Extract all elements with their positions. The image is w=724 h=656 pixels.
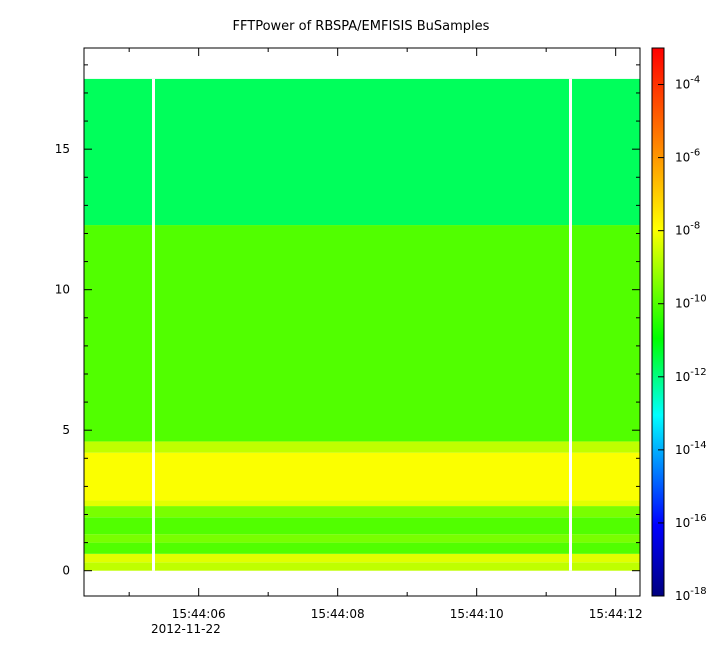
spectrogram-band	[84, 534, 640, 543]
x-axis-date-label: 2012-11-22	[151, 622, 221, 636]
colorbar-tick-label: 10-12	[675, 367, 707, 384]
chart-title: FFTPower of RBSPA/EMFISIS BuSamples	[233, 19, 490, 34]
data-gap-line	[569, 78, 572, 571]
spectrogram-band	[84, 553, 640, 563]
colorbar-axis: 10-4 10-6 10-8 10-10 10-12 10-14 10-16 10-18	[658, 75, 707, 603]
colorbar-tick-label: 10-18	[675, 586, 707, 603]
data-gaps	[152, 78, 572, 571]
y-tick-label: 5	[62, 423, 70, 437]
colorbar-tick-label: 10-10	[675, 294, 707, 311]
x-tick-label: 15:44:10	[450, 607, 504, 621]
plot-frame	[83, 47, 641, 597]
spectrogram-band	[84, 500, 640, 507]
x-tick-label: 15:44:06	[172, 607, 226, 621]
colorbar-tick-label: 10-8	[675, 221, 700, 238]
spectrogram-band	[84, 542, 640, 554]
y-axis: 0 5 10 15	[55, 64, 640, 578]
spectrogram-band	[84, 506, 640, 518]
colorbar-tick-label: 10-16	[675, 513, 707, 530]
spectrogram-band	[84, 562, 640, 571]
spectrogram-image	[84, 78, 640, 571]
spectrogram-band	[84, 441, 640, 453]
colorbar-tick-label: 10-14	[675, 440, 707, 457]
y-tick-label: 15	[55, 142, 70, 156]
spectrogram-band	[84, 517, 640, 535]
spectrogram-band	[84, 78, 640, 226]
x-tick-label: 15:44:12	[589, 607, 643, 621]
x-axis: 15:44:06 15:44:08 15:44:10 15:44:12	[128, 48, 643, 621]
colorbar	[651, 47, 665, 597]
y-tick-label: 10	[55, 283, 70, 297]
data-gap-line	[152, 78, 155, 571]
spectrogram-band	[84, 452, 640, 501]
y-tick-label: 0	[62, 564, 70, 578]
spectrogram-band	[84, 225, 640, 442]
colorbar-tick-label: 10-6	[675, 148, 700, 165]
colorbar-tick-label: 10-4	[675, 75, 700, 92]
x-tick-label: 15:44:08	[311, 607, 365, 621]
